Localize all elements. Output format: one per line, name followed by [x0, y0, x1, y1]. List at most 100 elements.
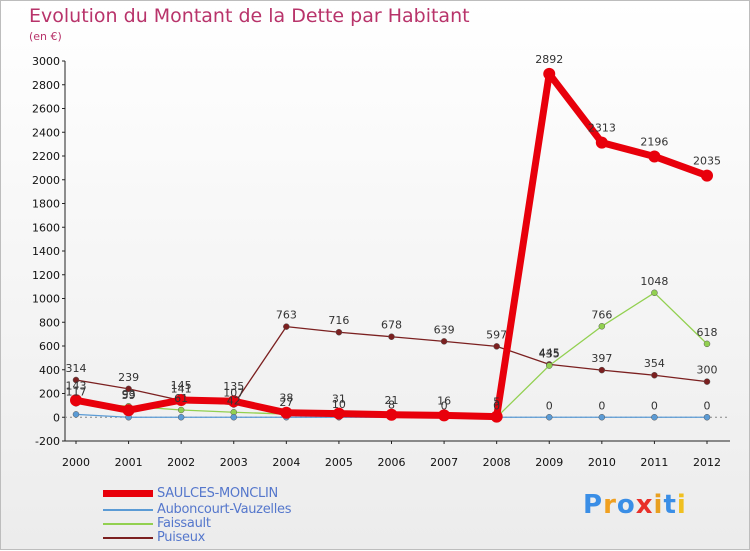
- legend-label: Puiseux: [157, 530, 206, 545]
- data-label: 300: [697, 364, 718, 377]
- data-label: 16: [437, 394, 451, 407]
- data-label: 678: [381, 319, 402, 332]
- legend-label: Faissault: [157, 516, 211, 531]
- data-label: 0: [598, 399, 605, 412]
- data-label: 143: [66, 379, 87, 392]
- series-point: [701, 169, 713, 182]
- data-label: 0: [493, 399, 500, 412]
- series-point: [440, 338, 448, 345]
- series-point: [70, 394, 82, 407]
- series-point: [703, 378, 711, 385]
- y-tick-label: -200: [35, 435, 60, 448]
- data-label: 21: [385, 394, 399, 407]
- x-tick-label: 2007: [430, 456, 458, 469]
- series-point: [283, 323, 290, 330]
- data-label: 435: [539, 348, 560, 361]
- data-label: 31: [332, 393, 346, 406]
- logo-letter: r: [603, 490, 617, 520]
- y-tick-label: 800: [39, 316, 60, 329]
- x-tick-label: 2004: [272, 456, 300, 469]
- x-tick-label: 2005: [325, 456, 353, 469]
- legend-label: SAULCES-MONCLIN: [157, 486, 278, 501]
- series-point: [598, 366, 606, 374]
- y-tick-label: 2000: [32, 174, 60, 187]
- y-tick-label: 600: [39, 340, 60, 353]
- data-label: 314: [66, 362, 87, 375]
- data-label: 2313: [588, 122, 616, 135]
- data-label: 107: [223, 387, 244, 400]
- y-tick-label: 1600: [32, 221, 60, 234]
- series-point: [72, 376, 80, 384]
- series-point: [595, 136, 608, 149]
- proxiti-logo: Proxiti: [583, 490, 687, 520]
- series-point: [332, 407, 345, 420]
- y-tick-label: 400: [39, 364, 60, 377]
- series-point: [546, 414, 553, 421]
- data-label: 0: [704, 399, 711, 412]
- y-tick-label: 0: [53, 411, 60, 424]
- series-point: [651, 289, 658, 297]
- x-tick-label: 2011: [640, 456, 668, 469]
- data-label: 354: [644, 357, 665, 370]
- legend-swatch-faissault: [103, 522, 153, 525]
- data-label: 618: [697, 326, 718, 339]
- data-label: 716: [328, 314, 349, 327]
- y-tick-label: 2600: [32, 103, 60, 116]
- data-label: 0: [441, 399, 448, 412]
- series-point: [175, 394, 188, 407]
- data-label: 2035: [693, 155, 721, 168]
- legend-item-puiseux[interactable]: Puiseux: [103, 530, 206, 545]
- logo-letter: t: [663, 490, 677, 520]
- series-point: [230, 414, 237, 421]
- y-tick-label: 1000: [32, 293, 60, 306]
- data-label: 61: [174, 392, 188, 405]
- series-point: [227, 395, 240, 408]
- series-point: [335, 328, 343, 336]
- series-point: [648, 150, 661, 163]
- x-tick-label: 2012: [693, 456, 721, 469]
- data-label: 59: [122, 389, 136, 402]
- series-point: [280, 406, 293, 419]
- legend-swatch-auboncourt-vauzelles: [103, 508, 153, 511]
- x-tick-label: 2008: [483, 456, 511, 469]
- data-label: 8: [388, 398, 395, 411]
- series-layer: [70, 67, 713, 423]
- logo-letter: o: [616, 490, 636, 520]
- x-tick-label: 2000: [62, 456, 90, 469]
- data-label: 135: [223, 380, 244, 393]
- x-tick-label: 2002: [167, 456, 195, 469]
- data-label: 766: [591, 308, 612, 321]
- data-label: 27: [279, 396, 293, 409]
- data-label: 0: [651, 399, 658, 412]
- legend-item-faissault[interactable]: Faissault: [103, 516, 211, 531]
- logo-letter: x: [635, 490, 654, 520]
- chart-title: Evolution du Montant de la Dette par Hab…: [29, 5, 470, 27]
- y-tick-label: 2200: [32, 150, 60, 163]
- x-tick-label: 2003: [220, 456, 248, 469]
- legend-item-auboncourt-vauzelles[interactable]: Auboncourt-Vauzelles: [103, 502, 292, 517]
- data-label: 597: [486, 328, 507, 341]
- y-tick-label: 1200: [32, 269, 60, 282]
- y-tick-label: 1800: [32, 198, 60, 211]
- series-point: [177, 414, 185, 421]
- series-point: [651, 371, 658, 379]
- data-label: 42: [227, 394, 241, 407]
- series-point: [438, 409, 451, 422]
- data-labels-layer: 143 59 145 135 38 31 21 16 5 2892 2313 2196 2035 0 0 0 0…: [66, 53, 722, 412]
- series-point: [385, 408, 398, 421]
- data-label: 117: [66, 385, 87, 398]
- series-point: [703, 340, 711, 348]
- data-label: 397: [591, 352, 612, 365]
- data-label: 145: [171, 379, 192, 392]
- series-point: [543, 67, 556, 80]
- data-label: 141: [171, 383, 192, 396]
- y-tick-label: 2400: [32, 126, 60, 139]
- legend-item-saulces-monclin[interactable]: SAULCES-MONCLIN: [103, 486, 278, 501]
- series-point: [72, 411, 80, 418]
- series-point: [490, 410, 503, 423]
- data-label: 0: [546, 399, 553, 412]
- data-label: 2892: [535, 53, 563, 66]
- x-tick-label: 2010: [588, 456, 616, 469]
